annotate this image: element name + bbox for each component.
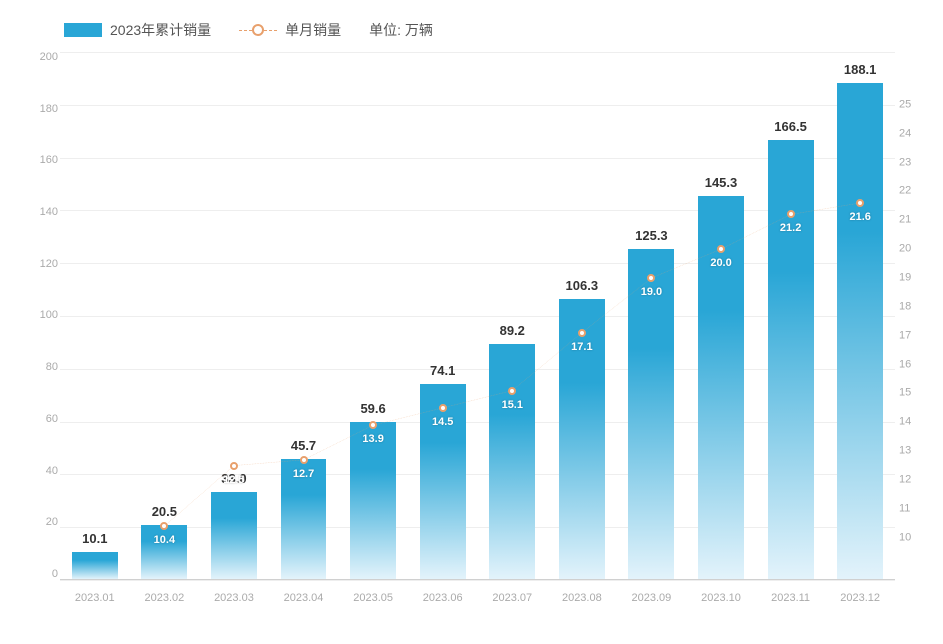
y-right-tick: 15	[899, 388, 911, 399]
sales-chart: 2023年累计销量 单月销量 单位: 万辆 200180160140120100…	[0, 0, 943, 644]
bar-value-label: 89.2	[500, 323, 525, 338]
bar-value-label: 45.7	[291, 438, 316, 453]
bar-value-label: 33.0	[221, 471, 246, 486]
y-left-tick: 140	[30, 207, 58, 218]
bar: 10.1	[72, 552, 118, 579]
y-left-tick: 160	[30, 155, 58, 166]
bar-value-label: 10.1	[82, 531, 107, 546]
x-axis-label: 2023.07	[477, 586, 547, 608]
legend-item-unit: 单位: 万辆	[369, 20, 433, 40]
legend-line-label: 单月销量	[285, 20, 341, 40]
y-axis-right: 25 24 23 22 21 20 19 18 17 16 15 14 13 12 11 10	[899, 52, 927, 580]
y-left-tick: 180	[30, 104, 58, 115]
bar-slot: 89.2	[477, 52, 547, 579]
x-axis-label: 2023.04	[269, 586, 339, 608]
y-right-tick: 21	[899, 215, 911, 226]
y-left-tick: 0	[30, 569, 58, 580]
legend-item-bar: 2023年累计销量	[64, 20, 211, 40]
bar-slot: 125.3	[617, 52, 687, 579]
x-axis-labels: 2023.012023.022023.032023.042023.052023.…	[60, 586, 895, 608]
bar-slot: 20.5	[130, 52, 200, 579]
x-axis-label: 2023.02	[130, 586, 200, 608]
bar: 33.0	[211, 492, 257, 579]
bar-slot: 74.1	[408, 52, 478, 579]
y-right-tick: 12	[899, 475, 911, 486]
x-axis-label: 2023.12	[825, 586, 895, 608]
y-right-tick: 11	[899, 503, 910, 514]
bar: 125.3	[628, 249, 674, 579]
x-axis-label: 2023.05	[338, 586, 408, 608]
y-right-tick: 25	[899, 99, 911, 110]
y-left-tick: 120	[30, 259, 58, 270]
bar-value-label: 59.6	[360, 401, 385, 416]
x-axis-label: 2023.03	[199, 586, 269, 608]
y-left-tick: 40	[30, 466, 58, 477]
bar-slot: 145.3	[686, 52, 756, 579]
bar-slot: 33.0	[199, 52, 269, 579]
y-left-tick: 20	[30, 517, 58, 528]
y-axis-left: 200180160140120100806040200	[30, 52, 58, 580]
bar-slot: 188.1	[825, 52, 895, 579]
y-right-tick: 10	[899, 532, 911, 543]
y-left-tick: 200	[30, 52, 58, 63]
x-axis-label: 2023.06	[408, 586, 478, 608]
y-right-tick: 16	[899, 359, 911, 370]
y-right-tick: 18	[899, 301, 911, 312]
y-right-tick: 19	[899, 272, 911, 283]
bar-value-label: 145.3	[705, 175, 738, 190]
legend-unit-label: 单位: 万辆	[369, 20, 433, 40]
bar-slot: 166.5	[756, 52, 826, 579]
bar-slot: 59.6	[338, 52, 408, 579]
bar-slot: 45.7	[269, 52, 339, 579]
bar-value-label: 125.3	[635, 228, 668, 243]
bar: 188.1	[837, 83, 883, 579]
legend-item-line: 单月销量	[239, 20, 341, 40]
y-right-tick: 23	[899, 157, 911, 168]
y-right-tick: 17	[899, 330, 911, 341]
x-axis-label: 2023.11	[756, 586, 826, 608]
y-right-tick: 13	[899, 446, 911, 457]
x-axis-label: 2023.01	[60, 586, 130, 608]
bar: 89.2	[489, 344, 535, 579]
bar: 59.6	[350, 422, 396, 579]
legend-swatch-bar	[64, 23, 102, 37]
y-left-tick: 100	[30, 310, 58, 321]
bar-value-label: 166.5	[774, 119, 807, 134]
y-left-tick: 80	[30, 362, 58, 373]
y-right-tick: 24	[899, 128, 911, 139]
y-right-tick: 22	[899, 186, 911, 197]
bar: 145.3	[698, 196, 744, 579]
y-right-tick: 14	[899, 417, 911, 428]
plot-area: 200180160140120100806040200 252423222120…	[60, 52, 895, 608]
bar: 45.7	[281, 459, 327, 579]
y-right-tick: 20	[899, 244, 911, 255]
x-axis-label: 2023.08	[547, 586, 617, 608]
bar-value-label: 106.3	[566, 278, 599, 293]
bar-value-label: 74.1	[430, 363, 455, 378]
bar-value-label: 20.5	[152, 504, 177, 519]
bar-slot: 106.3	[547, 52, 617, 579]
gridline	[60, 580, 895, 581]
y-left-tick: 60	[30, 414, 58, 425]
x-axis-label: 2023.09	[617, 586, 687, 608]
bar: 74.1	[420, 384, 466, 579]
bar: 166.5	[768, 140, 814, 579]
chart-legend: 2023年累计销量 单月销量 单位: 万辆	[64, 20, 895, 40]
x-axis-label: 2023.10	[686, 586, 756, 608]
bar-slot: 10.1	[60, 52, 130, 579]
bar: 20.5	[141, 525, 187, 579]
legend-swatch-line	[239, 23, 277, 37]
bars-layer: 10.1 20.5 33.0 45.7 59.6 74.1 89.2 106.3 125.3 14…	[60, 52, 895, 580]
bar-value-label: 188.1	[844, 62, 877, 77]
legend-bar-label: 2023年累计销量	[110, 20, 211, 40]
bar: 106.3	[559, 299, 605, 579]
